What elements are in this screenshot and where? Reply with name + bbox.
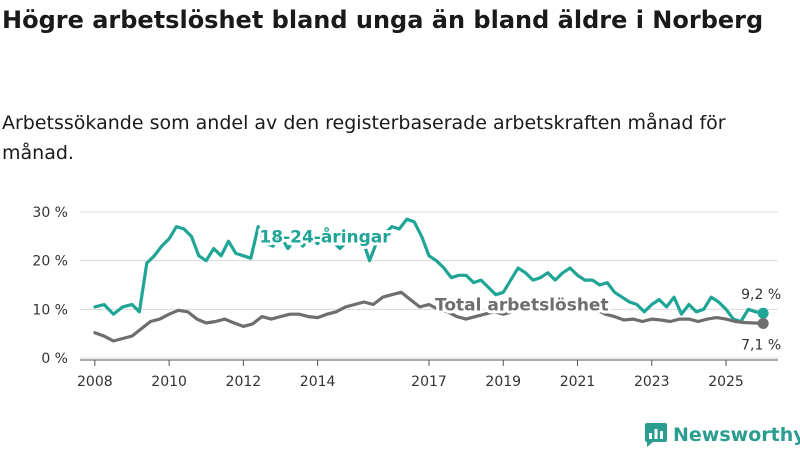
y-tick-label: 20 %	[32, 254, 68, 270]
x-tick-label: 2025	[708, 374, 744, 390]
y-tick-label: 30 %	[32, 205, 68, 221]
y-tick-label: 10 %	[32, 302, 68, 318]
chart-subtitle: Arbetssökande som andel av den registerb…	[2, 112, 726, 164]
x-tick-label: 2019	[485, 374, 521, 390]
newsworthy-logo-icon	[645, 423, 667, 447]
x-tick-label: 2010	[151, 374, 187, 390]
end-value-label: 9,2 %	[741, 287, 781, 303]
series-line-0	[93, 217, 765, 324]
chart-title: Högre arbetslöshet bland unga än bland ä…	[2, 6, 764, 34]
brand-name: Newsworthy	[673, 424, 800, 446]
x-tick-label: 2023	[634, 374, 670, 390]
end-point-0	[757, 307, 769, 319]
x-tick-label: 2012	[226, 374, 262, 390]
series-label: Total arbetslöshet	[435, 295, 609, 315]
end-value-label: 7,1 %	[741, 337, 781, 353]
x-tick-label: 2014	[300, 374, 336, 390]
x-tick-label: 2021	[560, 374, 596, 390]
x-tick-label: 2008	[77, 374, 113, 390]
series-line-1	[93, 290, 765, 343]
end-point-1	[757, 317, 769, 329]
series-label: 18-24-åringar	[259, 225, 391, 247]
y-tick-label: 0 %	[41, 351, 68, 367]
x-tick-label: 2017	[411, 374, 447, 390]
brand-logo: Newsworthy	[645, 420, 800, 450]
